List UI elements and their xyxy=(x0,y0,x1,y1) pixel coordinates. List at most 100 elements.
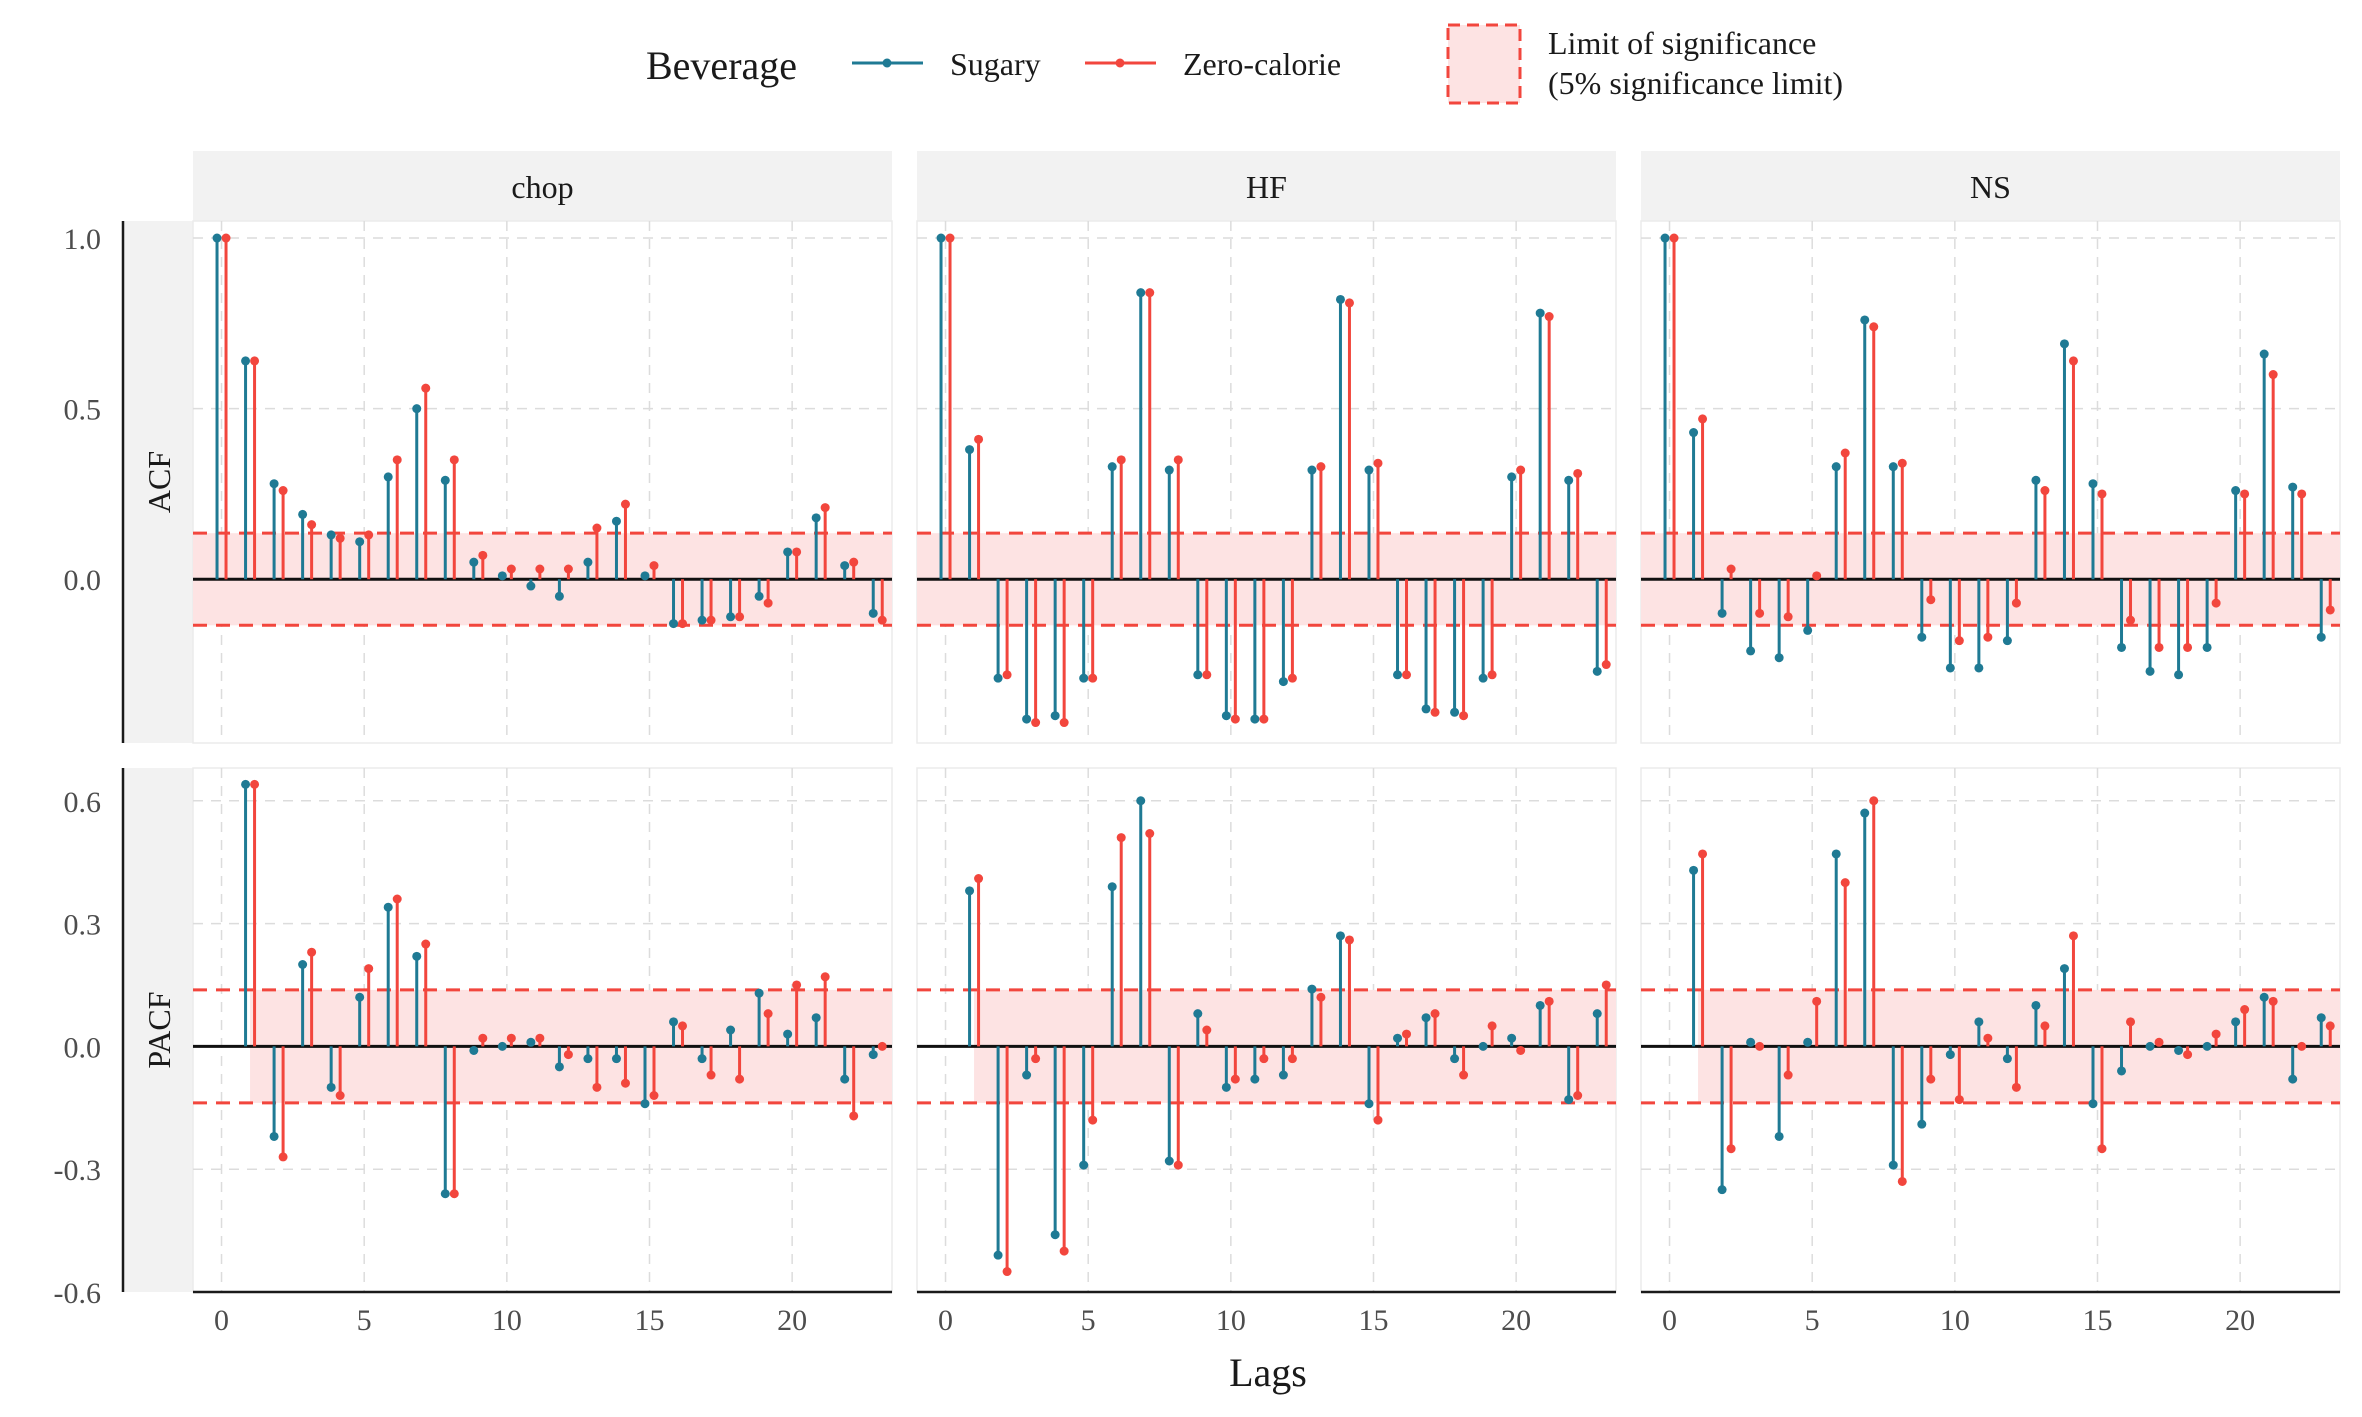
point-zero-calorie xyxy=(2240,489,2250,499)
point-zero-calorie xyxy=(2325,605,2335,615)
point-sugary xyxy=(1592,666,1602,676)
point-sugary xyxy=(1393,1033,1403,1043)
point-zero-calorie xyxy=(2097,489,2107,499)
point-zero-calorie xyxy=(1402,1029,1412,1039)
point-sugary xyxy=(1860,808,1870,818)
point-zero-calorie xyxy=(2097,1144,2107,1154)
point-sugary xyxy=(965,886,975,896)
point-sugary xyxy=(412,951,422,961)
point-zero-calorie xyxy=(392,894,402,904)
point-zero-calorie xyxy=(877,1041,887,1051)
point-sugary xyxy=(1831,462,1841,472)
point-zero-calorie xyxy=(877,615,887,625)
point-zero-calorie xyxy=(1344,935,1354,945)
point-sugary xyxy=(2259,992,2269,1002)
point-sugary xyxy=(669,1017,679,1027)
point-sugary xyxy=(611,516,621,526)
point-zero-calorie xyxy=(307,520,317,530)
x-tick-label: 5 xyxy=(357,1304,372,1337)
point-sugary xyxy=(241,356,251,366)
point-sugary xyxy=(840,1074,850,1084)
point-sugary xyxy=(241,779,251,789)
point-zero-calorie xyxy=(735,1074,745,1084)
point-zero-calorie xyxy=(335,533,345,543)
point-zero-calorie xyxy=(1145,829,1155,838)
point-zero-calorie xyxy=(421,939,431,949)
point-sugary xyxy=(1774,653,1784,663)
point-zero-calorie xyxy=(820,972,830,982)
point-zero-calorie xyxy=(1031,718,1041,728)
point-zero-calorie xyxy=(649,1091,659,1100)
point-zero-calorie xyxy=(335,1091,345,1100)
point-sugary xyxy=(1478,1041,1488,1051)
point-zero-calorie xyxy=(2211,1029,2221,1039)
point-zero-calorie xyxy=(364,964,374,974)
point-sugary xyxy=(497,1041,507,1051)
point-zero-calorie xyxy=(2268,370,2278,380)
point-zero-calorie xyxy=(1430,1009,1440,1019)
facet-strip-chop xyxy=(193,151,892,221)
legend-key-zero-calorie xyxy=(1085,58,1156,68)
point-zero-calorie xyxy=(2011,598,2021,608)
point-sugary xyxy=(811,513,821,523)
point-sugary xyxy=(469,1045,479,1055)
point-zero-calorie xyxy=(1544,996,1554,1006)
point-sugary xyxy=(526,1037,536,1047)
point-zero-calorie xyxy=(1402,670,1412,680)
point-sugary xyxy=(1136,288,1146,298)
point-zero-calorie xyxy=(2297,489,2307,499)
point-zero-calorie xyxy=(2183,1050,2193,1060)
point-sugary xyxy=(526,581,536,591)
point-zero-calorie xyxy=(792,980,802,990)
point-zero-calorie xyxy=(2297,1041,2307,1051)
point-zero-calorie xyxy=(449,1189,459,1199)
y-tick-label: 0.5 xyxy=(64,394,102,427)
point-zero-calorie xyxy=(1755,1041,1765,1051)
point-zero-calorie xyxy=(2126,1017,2136,1027)
point-zero-calorie xyxy=(1544,312,1554,322)
point-zero-calorie xyxy=(792,547,802,557)
point-sugary xyxy=(1107,882,1117,892)
point-zero-calorie xyxy=(1316,992,1326,1002)
x-tick-label: 20 xyxy=(2225,1304,2255,1337)
y-tick-label: -0.3 xyxy=(54,1154,102,1187)
point-sugary xyxy=(2316,1013,2326,1023)
point-sugary xyxy=(868,608,878,618)
x-tick-label: 15 xyxy=(2082,1304,2112,1337)
point-zero-calorie xyxy=(2068,356,2078,366)
point-zero-calorie xyxy=(1459,1070,1469,1080)
point-zero-calorie xyxy=(535,564,545,574)
point-zero-calorie xyxy=(1373,1115,1383,1125)
point-zero-calorie xyxy=(1088,673,1098,683)
point-zero-calorie xyxy=(1145,288,1155,298)
point-sugary xyxy=(1917,1119,1927,1129)
point-sugary xyxy=(326,1082,336,1092)
point-zero-calorie xyxy=(1983,1033,1993,1043)
point-sugary xyxy=(1746,646,1756,656)
point-zero-calorie xyxy=(620,1078,630,1088)
point-sugary xyxy=(611,1054,621,1064)
x-tick-label: 5 xyxy=(1081,1304,1096,1337)
legend-key-significance-band xyxy=(1446,23,1522,105)
point-sugary xyxy=(1164,1156,1174,1166)
point-zero-calorie xyxy=(449,455,459,465)
point-sugary xyxy=(440,1189,450,1199)
point-zero-calorie xyxy=(1840,878,1850,888)
panel-pacf-hf xyxy=(916,767,1617,1293)
point-zero-calorie xyxy=(1259,714,1269,724)
y-tick-label: 0.0 xyxy=(64,564,102,597)
point-sugary xyxy=(2059,339,2069,349)
x-tick-label: 10 xyxy=(1216,1304,1246,1337)
point-sugary xyxy=(2002,636,2012,646)
point-sugary xyxy=(2145,1041,2155,1051)
point-sugary xyxy=(993,673,1003,683)
point-zero-calorie xyxy=(2183,642,2193,652)
point-sugary xyxy=(212,233,222,243)
point-sugary xyxy=(1746,1037,1756,1047)
point-sugary xyxy=(383,472,393,482)
point-sugary xyxy=(2288,482,2298,492)
panel-border xyxy=(1640,220,2341,744)
point-zero-calorie xyxy=(592,523,602,533)
point-sugary xyxy=(1974,1017,1984,1027)
y-tick-label: 0.0 xyxy=(64,1031,102,1064)
